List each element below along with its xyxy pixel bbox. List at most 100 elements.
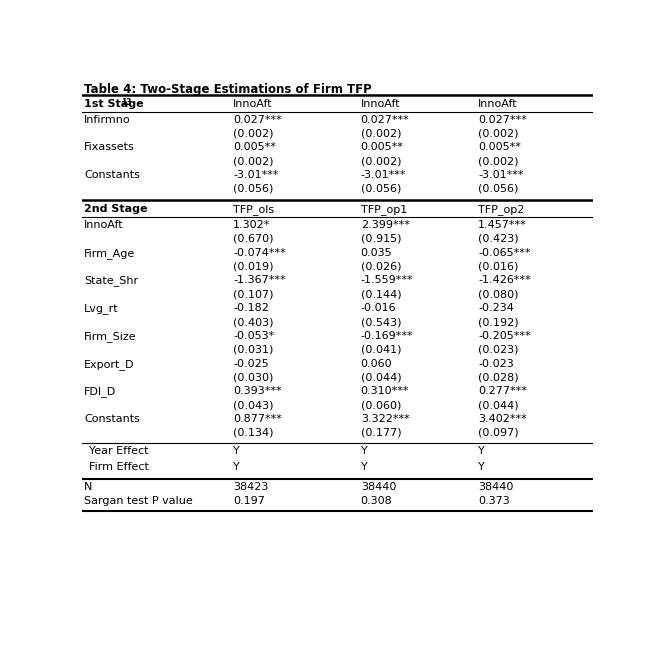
Text: 0.373: 0.373 [478,496,510,505]
Text: 0.277***: 0.277*** [478,387,527,396]
Text: 0.027***: 0.027*** [360,114,409,125]
Text: (0.403): (0.403) [233,317,273,327]
Text: (0.002): (0.002) [360,129,401,138]
Text: (0.026): (0.026) [360,262,401,272]
Text: 1st Stage: 1st Stage [84,99,144,109]
Text: (0.002): (0.002) [233,129,273,138]
Text: (0.543): (0.543) [360,317,401,327]
Text: (0.097): (0.097) [478,428,519,438]
Text: 2nd Stage: 2nd Stage [84,204,148,214]
Text: 1.302*: 1.302* [233,220,270,230]
Text: 0.005**: 0.005** [478,142,521,152]
Text: (0.023): (0.023) [478,345,519,355]
Text: -0.053*: -0.053* [233,331,274,341]
Text: (0.056): (0.056) [233,184,273,194]
Text: N: N [84,482,92,492]
Text: (0.144): (0.144) [360,289,401,299]
Text: InnoAft: InnoAft [84,220,123,230]
Text: (0.177): (0.177) [360,428,401,438]
Text: (0.134): (0.134) [233,428,273,438]
Text: InnoAft: InnoAft [478,99,518,109]
Text: -0.205***: -0.205*** [478,331,530,341]
Text: 38440: 38440 [360,482,396,492]
Text: Year Effect: Year Effect [89,447,148,456]
Text: -0.016: -0.016 [360,303,396,313]
Text: Constants: Constants [84,170,140,180]
Text: (0.107): (0.107) [233,289,273,299]
Text: -1.559***: -1.559*** [360,276,413,285]
Text: (0.056): (0.056) [478,184,519,194]
Text: -0.074***: -0.074*** [233,247,286,258]
Text: Y: Y [233,447,240,456]
Text: -3.01***: -3.01*** [478,170,524,180]
Text: TFP_op2: TFP_op2 [478,204,525,215]
Text: (0.423): (0.423) [478,234,519,244]
Text: Firm Effect: Firm Effect [89,462,149,472]
Text: Firm_Size: Firm_Size [84,331,136,342]
Text: (0.670): (0.670) [233,234,273,244]
Text: (0.043): (0.043) [233,400,273,410]
Text: Y: Y [478,447,485,456]
Text: Y: Y [360,447,368,456]
Text: -0.025: -0.025 [233,358,269,369]
Text: Table 4: Two-Stage Estimations of Firm TFP: Table 4: Two-Stage Estimations of Firm T… [84,83,372,96]
Text: Infirmno: Infirmno [84,114,130,125]
Text: 3.322***: 3.322*** [360,414,409,424]
Text: 1.457***: 1.457*** [478,220,527,230]
Text: (0.060): (0.060) [360,400,401,410]
Text: 0.005**: 0.005** [233,142,276,152]
Text: -1.367***: -1.367*** [233,276,285,285]
Text: 2.399***: 2.399*** [360,220,410,230]
Text: (0.002): (0.002) [478,129,519,138]
Text: 0.027***: 0.027*** [233,114,282,125]
Text: (0.030): (0.030) [233,372,273,383]
Text: 0.060: 0.060 [360,358,392,369]
Text: -0.023: -0.023 [478,358,514,369]
Text: -0.169***: -0.169*** [360,331,413,341]
Text: (0.192): (0.192) [478,317,519,327]
Text: (0.002): (0.002) [360,156,401,166]
Text: 0.005**: 0.005** [360,142,403,152]
Text: -0.234: -0.234 [478,303,514,313]
Text: 38440: 38440 [478,482,513,492]
Text: Sargan test P value: Sargan test P value [84,496,192,505]
Text: Export_D: Export_D [84,358,134,370]
Text: State_Shr: State_Shr [84,276,138,287]
Text: (0.080): (0.080) [478,289,519,299]
Text: Y: Y [360,462,368,472]
Text: 0.035: 0.035 [360,247,392,258]
Text: -3.01***: -3.01*** [233,170,279,180]
Text: 0.308: 0.308 [360,496,393,505]
Text: (0.056): (0.056) [360,184,401,194]
Text: InnoAft: InnoAft [233,99,273,109]
Text: 38423: 38423 [233,482,268,492]
Text: (0.019): (0.019) [233,262,273,272]
Text: (0.041): (0.041) [360,345,401,355]
Text: -0.065***: -0.065*** [478,247,530,258]
Text: (0.044): (0.044) [478,400,519,410]
Text: 0.310***: 0.310*** [360,387,409,396]
Text: (0.016): (0.016) [478,262,519,272]
Text: (0.028): (0.028) [478,372,519,383]
Text: TFP_ols: TFP_ols [233,204,274,215]
Text: (0.044): (0.044) [360,372,401,383]
Text: -0.182: -0.182 [233,303,269,313]
Text: TFP_op1: TFP_op1 [360,204,407,215]
Text: (0.002): (0.002) [233,156,273,166]
Text: (0.031): (0.031) [233,345,273,355]
Text: 0.027***: 0.027*** [478,114,527,125]
Text: FDI_D: FDI_D [84,387,116,397]
Text: Y: Y [478,462,485,472]
Text: 0.393***: 0.393*** [233,387,281,396]
Text: (0.915): (0.915) [360,234,401,244]
Text: 13: 13 [121,99,131,107]
Text: InnoAft: InnoAft [360,99,401,109]
Text: (0.002): (0.002) [478,156,519,166]
Text: Fixassets: Fixassets [84,142,134,152]
Text: Firm_Age: Firm_Age [84,247,135,259]
Text: Y: Y [233,462,240,472]
Text: 0.877***: 0.877*** [233,414,282,424]
Text: Lvg_rt: Lvg_rt [84,303,119,314]
Text: -1.426***: -1.426*** [478,276,531,285]
Text: 3.402***: 3.402*** [478,414,527,424]
